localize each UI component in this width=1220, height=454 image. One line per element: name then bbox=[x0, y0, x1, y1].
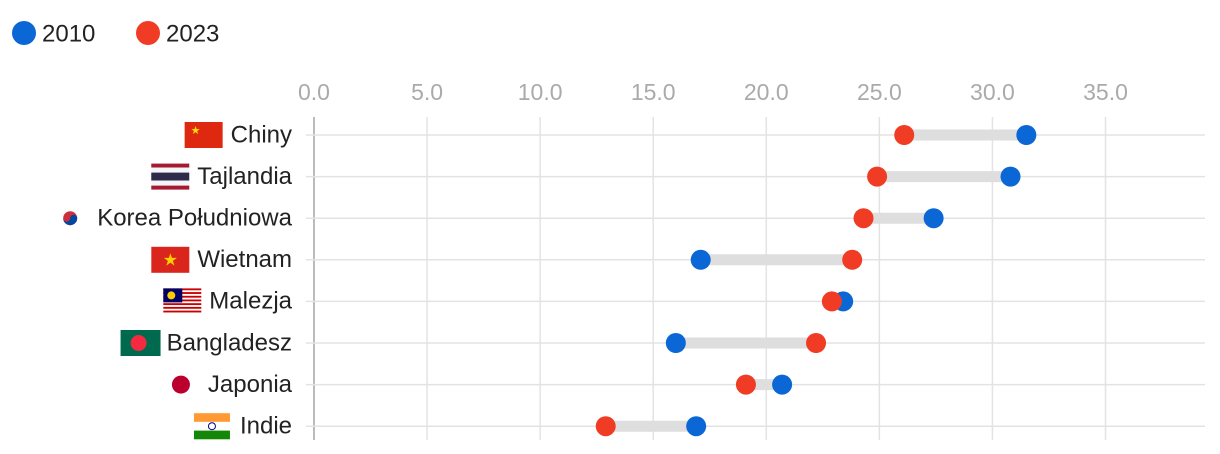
dot bbox=[772, 374, 793, 395]
dot bbox=[821, 291, 842, 312]
category-label: Indie bbox=[240, 413, 292, 440]
legend-label: 2023 bbox=[166, 20, 219, 47]
dot bbox=[853, 208, 874, 229]
x-tick-label: 5.0 bbox=[411, 79, 443, 105]
category-label: Korea Południowa bbox=[97, 205, 292, 232]
flag bbox=[163, 303, 202, 306]
dot bbox=[595, 416, 616, 437]
flag-icon: ★ bbox=[184, 122, 223, 148]
x-tick-label: 15.0 bbox=[631, 79, 676, 105]
flag-icon: ★ bbox=[151, 246, 190, 273]
flag bbox=[151, 185, 190, 190]
dot bbox=[923, 208, 944, 229]
category-label: Bangladesz bbox=[167, 329, 292, 356]
x-tick-label: 10.0 bbox=[518, 79, 563, 105]
flag bbox=[151, 246, 190, 273]
dot bbox=[735, 374, 756, 395]
flag bbox=[207, 422, 216, 431]
flag-icon bbox=[51, 205, 90, 232]
x-tick-label: 30.0 bbox=[970, 79, 1015, 105]
flag-icon bbox=[163, 288, 202, 313]
category-label: Malezja bbox=[209, 288, 292, 315]
x-tick-label: 20.0 bbox=[744, 79, 789, 105]
dot bbox=[842, 249, 863, 270]
x-tick-label: 35.0 bbox=[1083, 79, 1128, 105]
flag bbox=[151, 167, 190, 173]
flag-star: ★ bbox=[191, 125, 201, 137]
flag bbox=[151, 172, 190, 181]
dot bbox=[1016, 125, 1037, 145]
category-label: Chiny bbox=[231, 121, 292, 148]
flag-icon bbox=[151, 163, 190, 190]
flag bbox=[184, 122, 223, 148]
category-label: Tajlandia bbox=[197, 163, 292, 190]
category-label: Wietnam bbox=[197, 246, 292, 273]
dot bbox=[867, 166, 888, 187]
flag bbox=[163, 306, 202, 309]
flag bbox=[163, 310, 202, 313]
flag-icon bbox=[120, 330, 161, 356]
flag bbox=[193, 413, 230, 422]
dot bbox=[894, 125, 915, 145]
flag bbox=[151, 163, 190, 168]
legend-label: 2010 bbox=[42, 20, 95, 47]
dot bbox=[806, 333, 827, 353]
flag bbox=[193, 430, 230, 440]
dot bbox=[665, 333, 686, 353]
flag bbox=[167, 291, 176, 300]
dot bbox=[686, 416, 707, 437]
legend-marker bbox=[136, 21, 160, 45]
flag bbox=[130, 335, 147, 351]
flag bbox=[151, 180, 190, 186]
flag bbox=[63, 214, 78, 226]
x-tick-label: 25.0 bbox=[857, 79, 902, 105]
flag bbox=[171, 375, 190, 394]
category-label: Japonia bbox=[208, 371, 293, 398]
flag-icon bbox=[193, 413, 230, 440]
flag-star: ★ bbox=[163, 250, 178, 269]
x-tick-label: 0.0 bbox=[298, 79, 330, 105]
flag bbox=[193, 421, 230, 431]
legend-marker bbox=[12, 21, 36, 45]
dot bbox=[1000, 166, 1021, 187]
flag-icon bbox=[171, 375, 190, 394]
dot bbox=[690, 249, 711, 270]
